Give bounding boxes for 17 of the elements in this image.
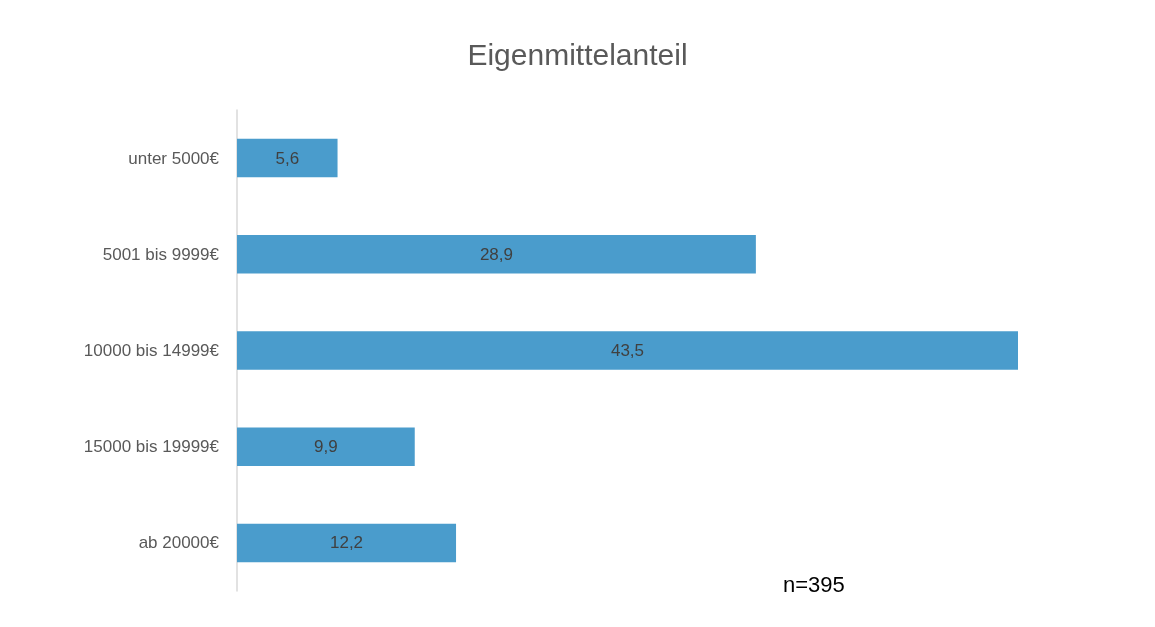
bar (237, 523, 457, 563)
data-label: 9,9 (314, 437, 338, 457)
y-tick-label: 5001 bis 9999€ (102, 244, 220, 264)
bar (237, 331, 1018, 370)
y-tick-label: unter 5000€ (128, 148, 220, 168)
chart-title: Eigenmittelanteil (467, 37, 688, 71)
data-label: 12,2 (329, 533, 364, 553)
y-tick-label: ab 20000€ (138, 533, 220, 553)
data-label: 28,9 (479, 244, 513, 264)
bar (237, 235, 756, 274)
annotation: n=395 (783, 571, 845, 597)
bar (237, 138, 338, 178)
y-tick-label: 15000 bis 19999€ (83, 437, 220, 457)
y-tick-label: 10000 bis 14999€ (83, 341, 220, 360)
data-label: 43,5 (610, 341, 645, 360)
bar (237, 427, 415, 466)
data-label: 5,6 (275, 148, 300, 168)
